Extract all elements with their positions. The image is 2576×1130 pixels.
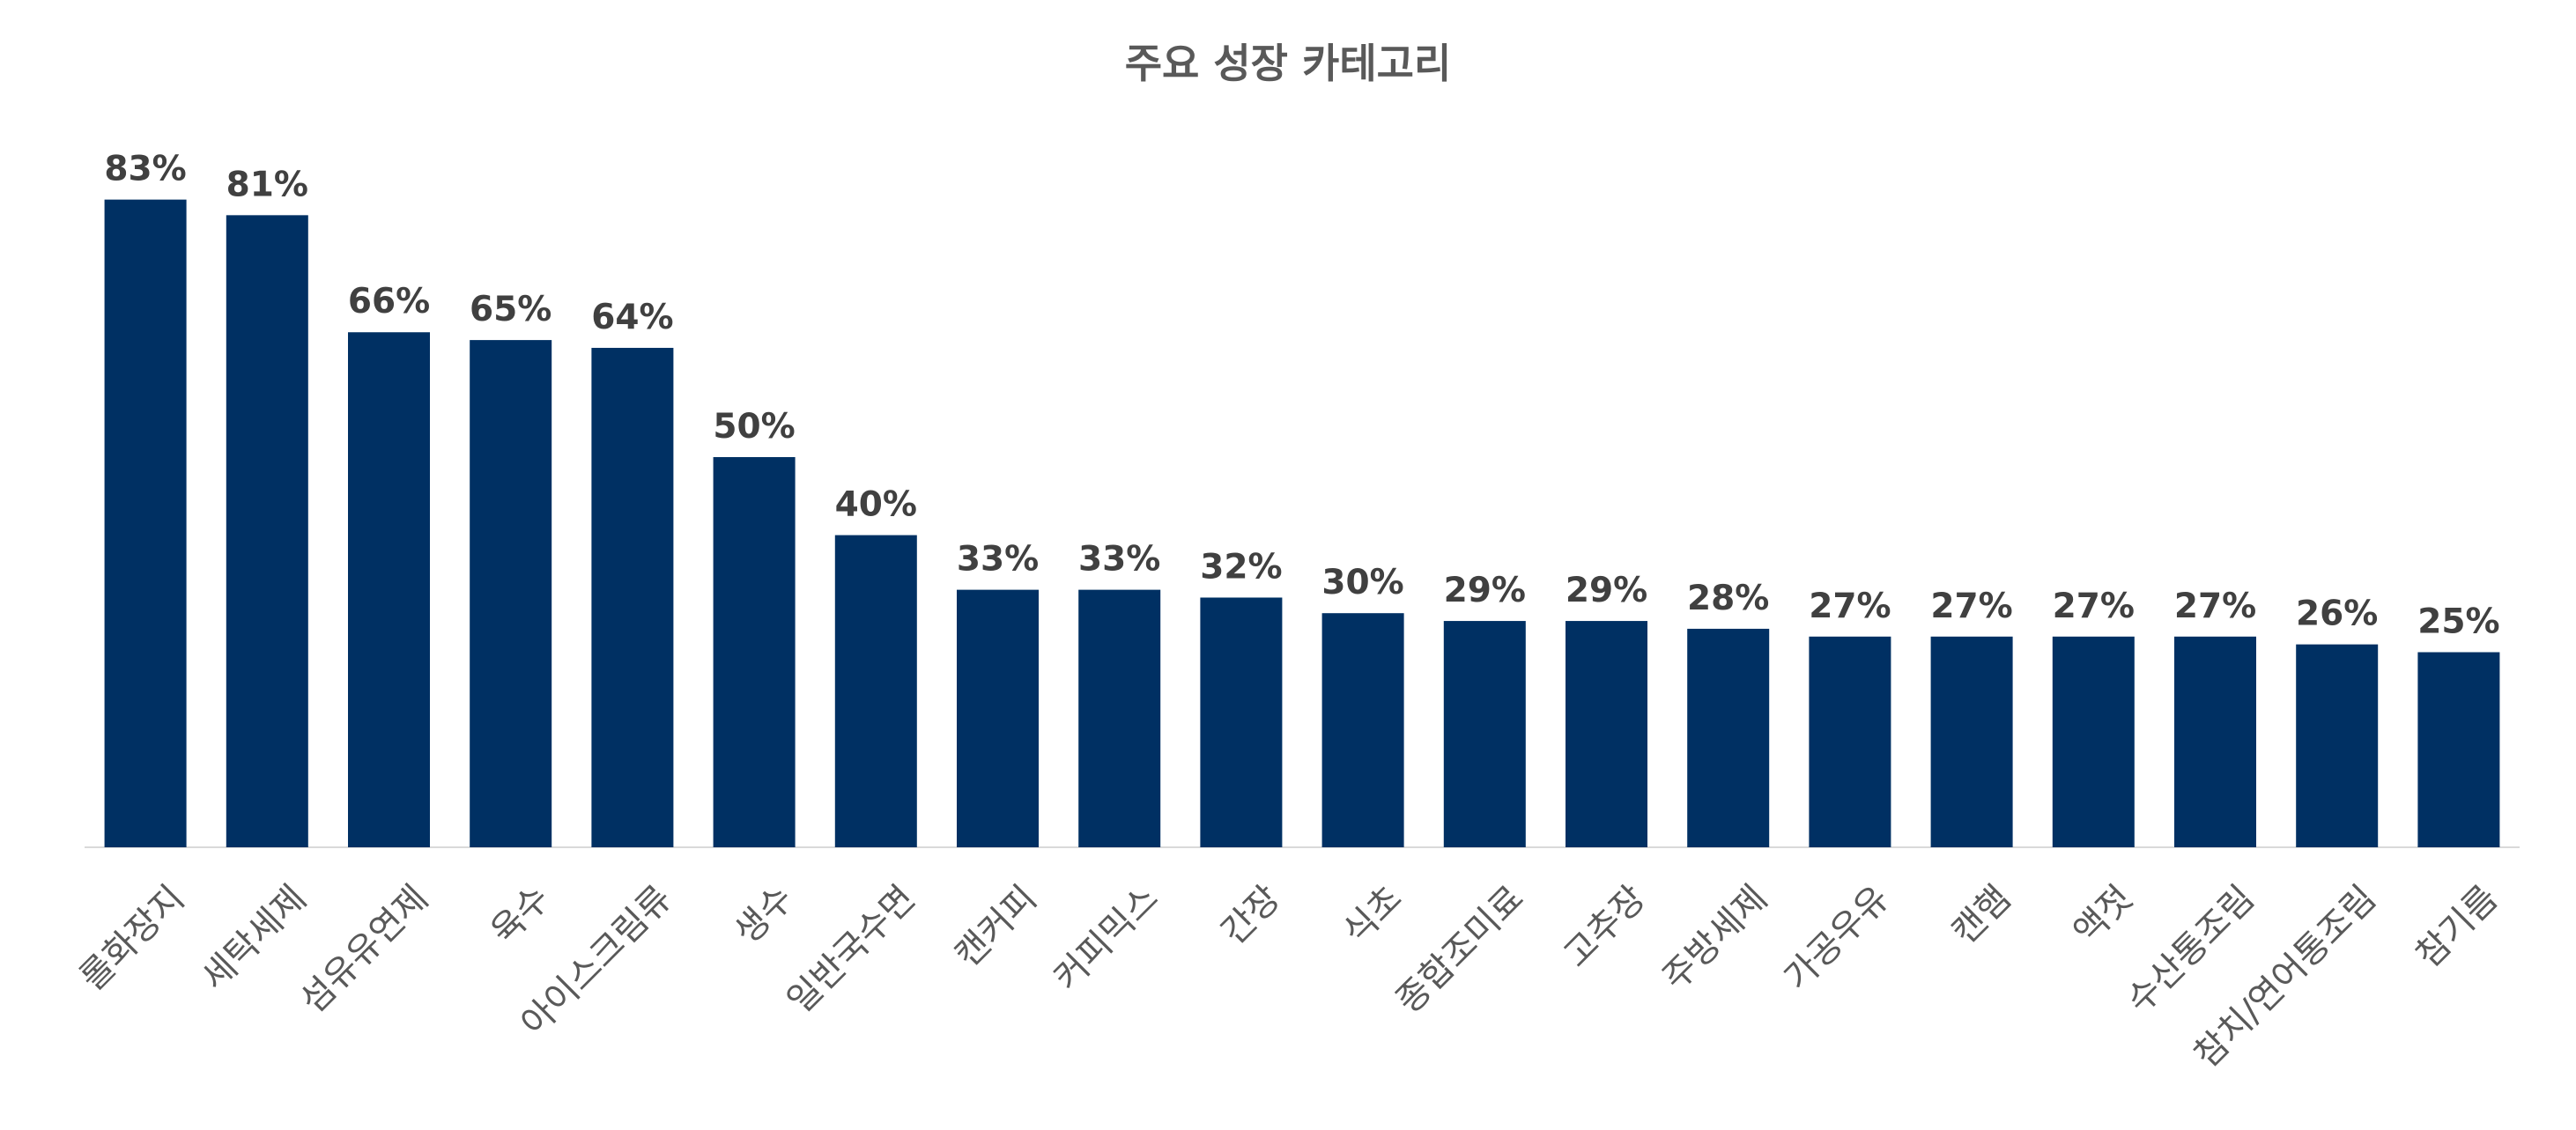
bar-10 (1200, 597, 1283, 847)
bar-13 (1566, 621, 1647, 847)
bar-15 (1809, 636, 1891, 847)
data-label-19: 26% (2296, 595, 2378, 634)
bar-6 (713, 457, 796, 847)
x-tick-label-7: 일반국수면 (780, 878, 923, 1022)
bar-4 (470, 340, 552, 848)
data-label-15: 27% (1809, 587, 1891, 626)
data-label-13: 29% (1566, 571, 1647, 610)
x-tick-label-3: 섬유유연제 (292, 878, 436, 1022)
bar-20 (2417, 652, 2500, 847)
x-tick-label-20: 참기름 (2409, 878, 2506, 976)
data-label-10: 32% (1200, 547, 1282, 587)
data-label-1: 83% (104, 150, 186, 189)
x-tick-label-14: 주방세제 (1655, 878, 1776, 999)
bar-9 (1078, 589, 1161, 847)
bar-12 (1443, 621, 1526, 847)
data-label-5: 64% (591, 298, 673, 337)
bar-17 (2052, 636, 2135, 847)
x-tick-label-12: 종합조미료 (1388, 878, 1532, 1022)
data-label-7: 40% (835, 485, 917, 525)
bar-18 (2174, 636, 2256, 847)
x-tick-label-1: 롤화장지 (72, 878, 193, 999)
bar-7 (834, 535, 917, 847)
data-label-16: 27% (1930, 587, 2012, 626)
x-tick-label-4: 육수 (484, 878, 559, 953)
data-label-8: 33% (957, 540, 1039, 580)
data-label-14: 28% (1687, 579, 1769, 618)
x-tick-label-15: 가공우유 (1777, 878, 1898, 999)
data-label-18: 27% (2174, 587, 2256, 626)
bars-group (104, 199, 2500, 848)
bar-14 (1687, 628, 1770, 847)
x-tick-label-2: 세탁세제 (194, 878, 315, 999)
data-label-3: 66% (348, 282, 430, 321)
bar-8 (957, 589, 1039, 847)
bar-19 (2296, 644, 2379, 847)
x-tick-label-17: 액젓 (2066, 878, 2141, 953)
data-label-6: 50% (713, 407, 795, 447)
bar-2 (226, 215, 308, 848)
data-label-4: 65% (470, 290, 551, 329)
bar-3 (348, 332, 430, 847)
data-label-20: 25% (2417, 602, 2499, 642)
x-tick-label-16: 캔햄 (1944, 878, 2019, 953)
data-label-17: 27% (2053, 587, 2135, 626)
x-tick-label-6: 생수 (727, 878, 802, 953)
bar-16 (1930, 636, 2013, 847)
x-tick-label-8: 캔커피 (947, 878, 1045, 976)
x-tick-label-11: 식초 (1336, 878, 1410, 953)
data-label-2: 81% (226, 165, 308, 204)
x-tick-label-9: 커피믹스 (1047, 878, 1167, 999)
data-label-11: 30% (1321, 563, 1403, 602)
chart-title: 주요 성장 카테고리 (1125, 40, 1452, 87)
bar-5 (591, 347, 674, 848)
bar-1 (104, 199, 187, 847)
x-tick-label-13: 고추장 (1556, 878, 1654, 976)
bar-11 (1321, 613, 1404, 847)
data-label-12: 29% (1444, 571, 1526, 610)
data-labels-group: 83% 81% 66% 65% 64% 50% 40% 33% 33% 32% 30% 29% 29% 2… (104, 150, 2499, 642)
data-label-9: 33% (1078, 540, 1160, 580)
x-tick-label-10: 간장 (1214, 878, 1289, 953)
